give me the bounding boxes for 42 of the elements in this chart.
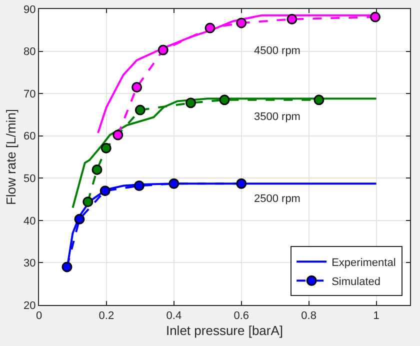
x-tick-label: 0.4 — [166, 310, 182, 322]
annotation: 4500 rpm — [254, 45, 300, 57]
x-axis-title: Inlet pressure [barA] — [166, 322, 284, 338]
point — [219, 94, 230, 106]
y-tick-label: 60 — [24, 130, 36, 143]
point — [314, 94, 324, 106]
point — [62, 262, 72, 272]
point — [204, 22, 216, 34]
y-tick-label: 30 — [24, 258, 36, 270]
y-tick-label: 20 — [24, 300, 36, 312]
y-tick-label: 50 — [24, 172, 36, 185]
legend-label: Experimental — [332, 256, 396, 269]
point — [286, 14, 298, 24]
point — [158, 44, 168, 56]
y-tick-label: 70 — [24, 88, 36, 100]
point — [100, 186, 110, 196]
annotation: 2500 rpm — [254, 193, 300, 205]
y-tick-label: 80 — [24, 46, 36, 58]
x-tick-label: 0 — [36, 310, 42, 322]
point — [100, 142, 112, 154]
point — [370, 12, 381, 22]
point — [74, 214, 85, 224]
annotation: 3500 rpm — [254, 111, 300, 123]
x-tick-label: 0.8 — [301, 310, 316, 322]
point — [134, 180, 144, 191]
point — [236, 178, 247, 189]
point — [82, 196, 94, 208]
point — [134, 104, 146, 116]
point — [132, 82, 142, 92]
point — [92, 164, 102, 175]
x-tick-label: 1 — [373, 310, 380, 322]
point — [186, 98, 196, 108]
point — [112, 130, 124, 140]
line-series — [72, 98, 378, 209]
point — [236, 18, 247, 28]
y-tick-label: 40 — [24, 215, 36, 228]
y-tick-label: 90 — [24, 4, 36, 16]
y-axis-title: Flow rate [L/min] — [4, 108, 18, 206]
x-tick-label: 0.6 — [234, 310, 250, 322]
x-tick-label: 0.2 — [98, 310, 114, 322]
point — [168, 178, 180, 189]
legend-label: Simulated — [332, 276, 380, 288]
